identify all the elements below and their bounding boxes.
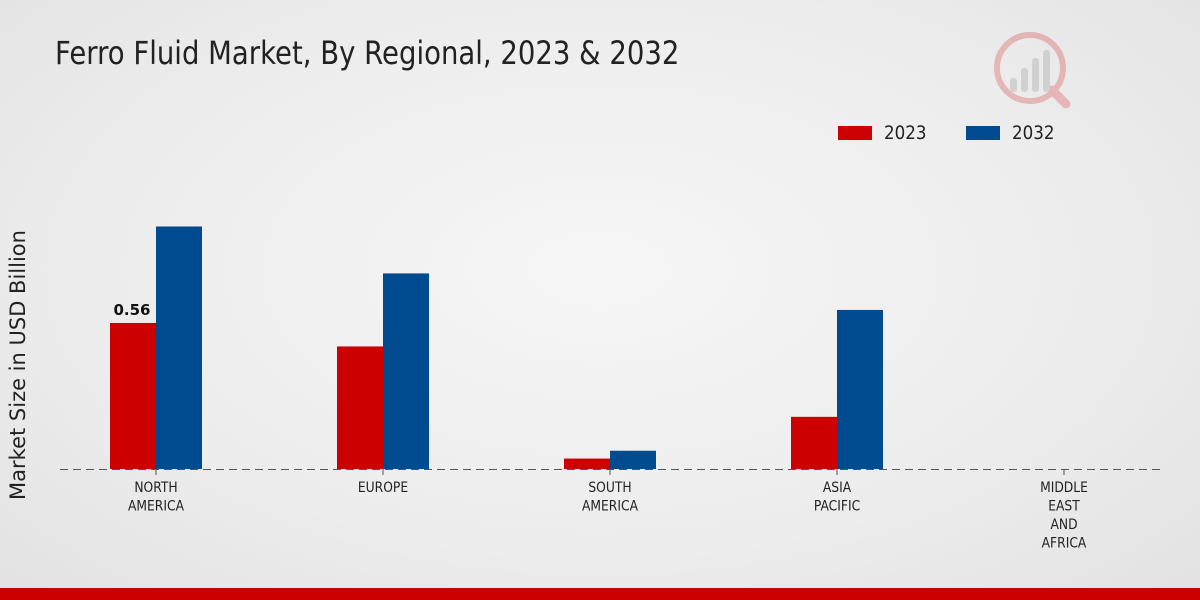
x-tick-label: EUROPE [358, 480, 408, 496]
market-research-logo-icon [994, 32, 1071, 109]
x-tick-label: AFRICA [1042, 536, 1087, 552]
legend-swatch-2023 [838, 126, 872, 140]
legend: 2023 2032 [838, 122, 1061, 144]
x-tick-label: AMERICA [128, 499, 184, 515]
legend-item-2023: 2023 [838, 122, 932, 144]
x-tick-label: AMERICA [582, 499, 638, 515]
bar-2023-asia-pacific [791, 416, 837, 469]
legend-label-2023: 2023 [884, 122, 927, 144]
x-tick-label: NORTH [134, 480, 177, 496]
bar-2023-south-america [564, 458, 610, 469]
x-tick-label: ASIA [823, 480, 851, 496]
chart-title: Ferro Fluid Market, By Regional, 2023 & … [55, 34, 680, 72]
x-tick-label: MIDDLE [1040, 480, 1088, 496]
bar-2032-europe [383, 273, 429, 469]
legend-item-2032: 2032 [966, 122, 1060, 144]
bar-2032-asia-pacific [837, 309, 883, 469]
legend-swatch-2032 [966, 126, 1001, 140]
x-tick-label: PACIFIC [814, 499, 860, 515]
data-label: 0.56 [113, 301, 150, 319]
watermark-logo [992, 28, 1072, 115]
x-tick-label: EAST [1048, 499, 1080, 515]
bar-2032-south-america [610, 450, 656, 469]
x-tick-label: AND [1050, 517, 1077, 533]
bar-2023-north-america [110, 322, 156, 469]
bar-2032-north-america [156, 226, 202, 469]
legend-label-2032: 2032 [1012, 122, 1055, 144]
x-tick-label: SOUTH [588, 480, 631, 496]
brand-bottom-bar [0, 588, 1200, 600]
bar-2023-europe [337, 346, 383, 469]
